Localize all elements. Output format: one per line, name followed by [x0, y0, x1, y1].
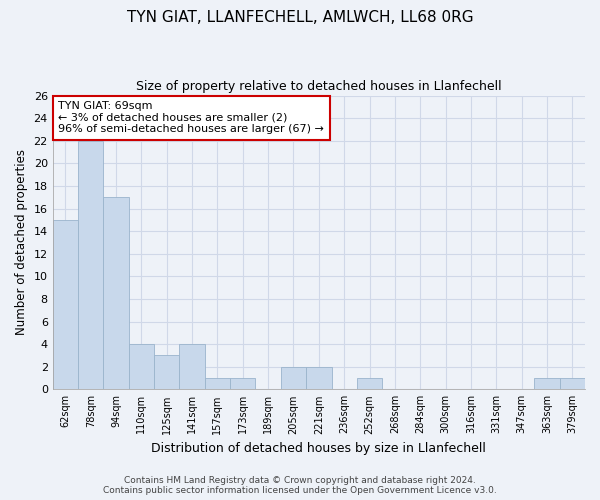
- Bar: [560, 378, 585, 390]
- X-axis label: Distribution of detached houses by size in Llanfechell: Distribution of detached houses by size …: [151, 442, 486, 455]
- Text: TYN GIAT: 69sqm
← 3% of detached houses are smaller (2)
96% of semi-detached hou: TYN GIAT: 69sqm ← 3% of detached houses …: [58, 101, 324, 134]
- Bar: [281, 366, 306, 390]
- Bar: [103, 197, 129, 390]
- Bar: [179, 344, 205, 390]
- Bar: [306, 366, 332, 390]
- Bar: [129, 344, 154, 390]
- Title: Size of property relative to detached houses in Llanfechell: Size of property relative to detached ho…: [136, 80, 502, 93]
- Bar: [78, 140, 103, 390]
- Bar: [53, 220, 78, 390]
- Bar: [205, 378, 230, 390]
- Bar: [357, 378, 382, 390]
- Text: TYN GIAT, LLANFECHELL, AMLWCH, LL68 0RG: TYN GIAT, LLANFECHELL, AMLWCH, LL68 0RG: [127, 10, 473, 25]
- Bar: [535, 378, 560, 390]
- Text: Contains HM Land Registry data © Crown copyright and database right 2024.
Contai: Contains HM Land Registry data © Crown c…: [103, 476, 497, 495]
- Bar: [154, 356, 179, 390]
- Bar: [230, 378, 256, 390]
- Y-axis label: Number of detached properties: Number of detached properties: [15, 150, 28, 336]
